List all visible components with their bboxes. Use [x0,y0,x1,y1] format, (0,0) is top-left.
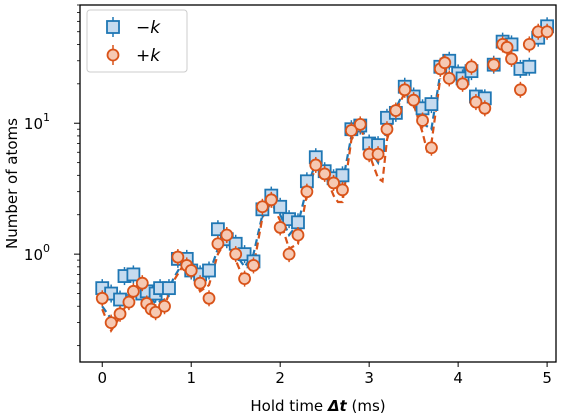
plus-k-point-47 [487,58,501,72]
plus-k-point-26 [309,158,323,172]
plus-k-point-0 [95,291,109,305]
plus-k-point-27 [318,167,332,181]
plus-k-point-46 [478,101,492,115]
plus-k-point-9 [158,299,171,313]
y-axis-ticks: 100 101 [24,4,80,347]
plus-k-point-20 [255,200,269,214]
minus-k-point-9 [162,281,176,296]
plus-k-point-49 [500,40,514,54]
plus-k-point-34 [380,122,394,136]
plus-k-point-45 [469,95,483,109]
plot-frame [79,4,557,363]
x-tick-label-3: 3 [364,369,374,387]
legend-minus-k-marker [106,20,120,34]
x-axis-label-delta: Δt [327,397,348,415]
plus-k-point-24 [291,228,305,242]
y-tick-label-0: 100 [24,242,50,264]
plus-k-point-43 [456,77,469,91]
plus-k-point-12 [184,264,198,277]
legend: −k +k [86,9,188,73]
plus-k-point-52 [522,38,536,51]
plus-k-point-4 [126,284,140,298]
minus-k-point-39 [424,97,439,111]
legend-minus-k-label: −k [136,18,161,38]
minus-k-point-14 [202,263,216,278]
plus-k-point-3 [122,295,136,309]
plus-k-point-36 [398,83,412,97]
plus-k-point-16 [220,228,234,242]
x-axis-label-unit: (ms) [347,397,386,415]
minus-k-point-29 [335,168,350,183]
plus-k-point-29 [336,183,349,197]
plus-k-point-18 [238,272,251,286]
data-points [95,17,555,331]
minus-k-point-24 [291,215,305,230]
plus-k-point-13 [193,276,207,290]
plus-k-point-38 [416,114,429,127]
plus-k-point-41 [438,56,452,70]
plus-k-point-51 [514,83,527,97]
plus-k-point-31 [353,117,367,131]
plus-k-point-37 [407,93,421,107]
x-tick-label-5: 5 [542,369,552,387]
x-tick-label-1: 1 [186,369,196,387]
y-tick-label-1: 101 [24,111,50,133]
x-axis-label-prefix: Hold time [250,397,328,415]
plus-k-point-35 [389,104,403,117]
plus-k-point-10 [171,250,185,264]
x-axis-ticks: 0 1 2 3 4 5 [97,362,552,387]
plus-k-point-22 [273,221,287,234]
x-tick-label-4: 4 [453,369,463,387]
plus-k-point-42 [442,71,456,85]
plus-k-point-1 [104,316,118,329]
plus-k-point-14 [202,291,216,305]
plus-k-point-25 [300,185,314,199]
plus-k-point-23 [282,247,296,261]
plus-k-point-8 [149,305,163,319]
legend-plus-k-label: +k [136,46,161,66]
plus-k-point-17 [229,247,243,261]
legend-items: −k +k [106,17,161,66]
x-tick-label-2: 2 [275,369,285,387]
plus-k-point-39 [425,141,438,155]
minus-k-point-22 [273,199,288,214]
y-axis-label: Number of atoms [3,118,21,249]
minus-k-point-51 [522,59,537,74]
x-axis-label: Hold time Δt (ms) [250,397,385,415]
plus-k-point-54 [540,25,554,39]
plus-k-point-50 [505,52,518,66]
plus-k-point-21 [264,193,278,207]
plus-k-point-5 [135,276,149,290]
plus-k-point-2 [113,307,127,321]
plus-k-point-19 [247,259,260,272]
plus-k-point-28 [327,176,340,190]
plus-k-point-44 [465,60,478,74]
minus-k-point-4 [126,267,141,282]
legend-plus-k-marker [106,48,120,62]
plus-k-point-15 [211,237,225,251]
minus-k-point-15 [211,222,225,237]
x-tick-label-0: 0 [97,369,107,387]
plus-k-point-30 [344,124,358,137]
plus-k-point-33 [371,147,385,161]
